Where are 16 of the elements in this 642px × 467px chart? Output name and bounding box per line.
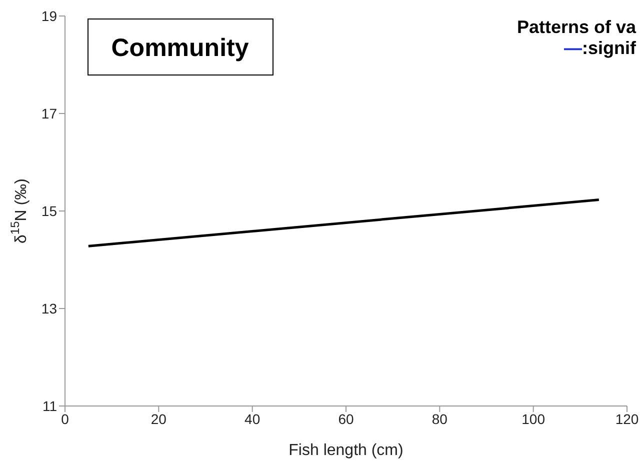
y-tick-label: 17 xyxy=(41,105,58,122)
x-tick-label: 80 xyxy=(432,410,448,427)
x-axis-title: Fish length (cm) xyxy=(288,442,404,459)
x-tick-label: 20 xyxy=(150,410,167,427)
x-tick-label: 40 xyxy=(244,410,260,427)
y-tick-label: 19 xyxy=(41,8,58,24)
x-tick-label: 100 xyxy=(522,410,546,427)
x-tick-label: 0 xyxy=(61,410,70,427)
annotation: Community xyxy=(111,34,249,62)
y-tick-label: 13 xyxy=(41,300,58,316)
y-tick-label: 15 xyxy=(41,202,58,219)
x-tick-label: 120 xyxy=(615,410,639,427)
annotation: —:signif xyxy=(564,38,637,58)
x-tick-label: 60 xyxy=(338,410,354,427)
y-tick-label: 11 xyxy=(42,398,58,414)
chart-title: Patterns of va xyxy=(516,17,637,37)
